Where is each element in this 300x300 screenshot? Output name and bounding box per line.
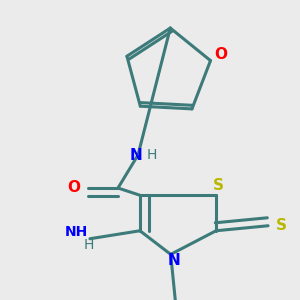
Text: O: O bbox=[67, 181, 80, 196]
Text: N: N bbox=[167, 253, 180, 268]
Text: S: S bbox=[276, 218, 287, 233]
Text: N: N bbox=[130, 148, 142, 163]
Text: H: H bbox=[147, 148, 157, 162]
Text: NH: NH bbox=[65, 225, 88, 239]
Text: H: H bbox=[84, 238, 94, 252]
Text: O: O bbox=[214, 47, 227, 62]
Text: S: S bbox=[213, 178, 224, 193]
